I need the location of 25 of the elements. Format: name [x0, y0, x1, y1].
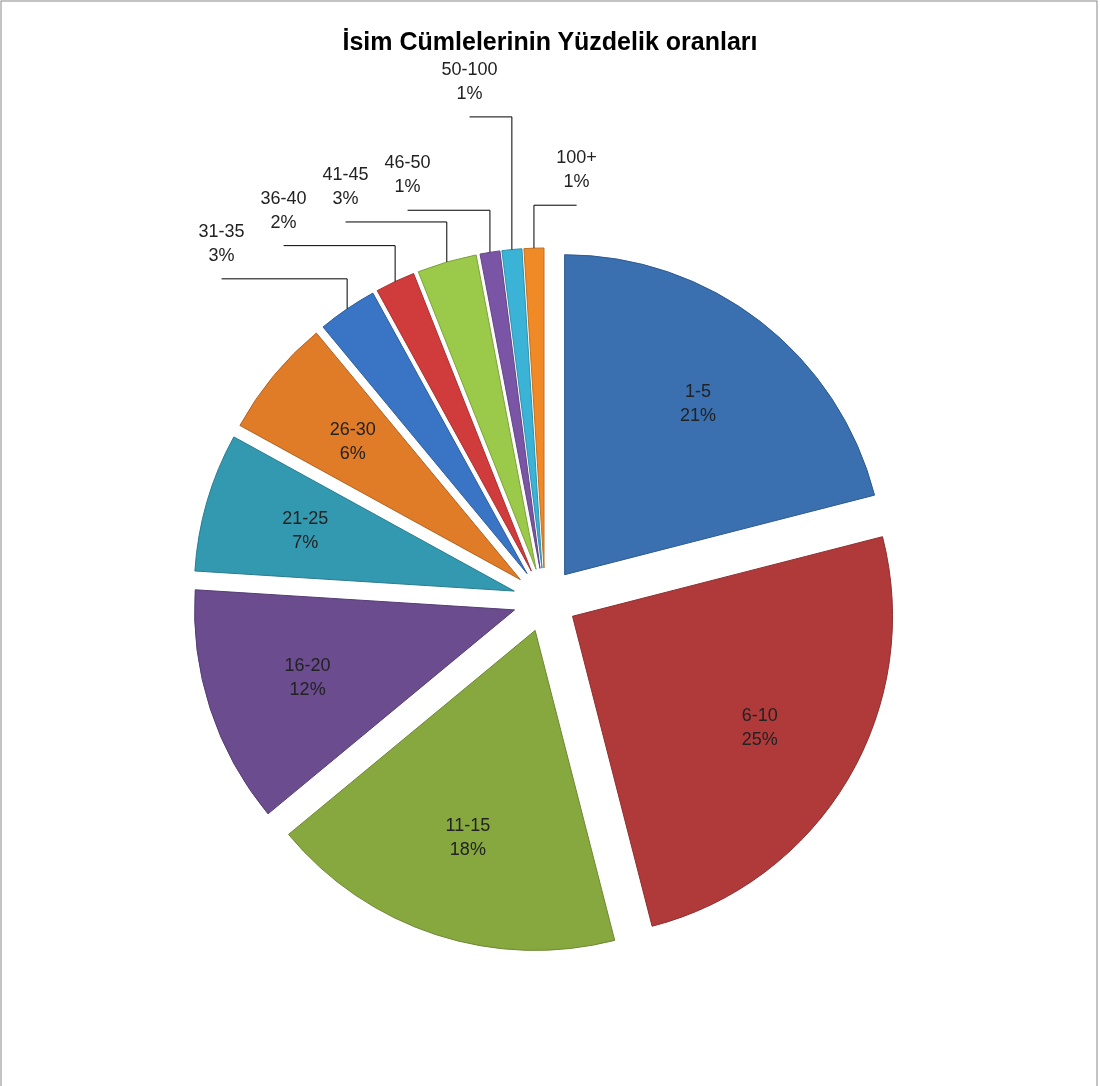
data-label: 1%	[563, 171, 590, 192]
slice-label: 6-10	[741, 705, 778, 726]
slice-label: 11-15	[445, 815, 491, 836]
data-label: 3%	[332, 187, 359, 208]
slice-label: 21-25	[282, 508, 329, 529]
slice-label: 16-20	[284, 655, 331, 676]
slice-label: 1-5	[684, 380, 711, 401]
data-label: 3%	[208, 244, 235, 265]
data-label: 21%	[679, 404, 716, 425]
data-label: 18%	[449, 839, 486, 860]
data-label: 1%	[456, 82, 483, 103]
data-label: 25%	[741, 729, 778, 750]
slice-label: 50-100	[441, 58, 498, 79]
data-label: 7%	[292, 532, 319, 553]
chart-title: İsim Cümlelerinin Yüzdelik oranları	[342, 27, 758, 55]
data-label: 12%	[289, 679, 326, 700]
slice-label: 46-50	[384, 152, 431, 173]
slice-label: 36-40	[260, 187, 307, 208]
slice-label: 31-35	[198, 220, 245, 241]
slice-label: 26-30	[329, 418, 376, 439]
slice-label: 100+	[556, 147, 597, 168]
data-label: 2%	[270, 211, 297, 232]
data-label: 6%	[339, 442, 366, 463]
data-label: 1%	[394, 176, 421, 197]
slice-label: 41-45	[322, 163, 369, 184]
